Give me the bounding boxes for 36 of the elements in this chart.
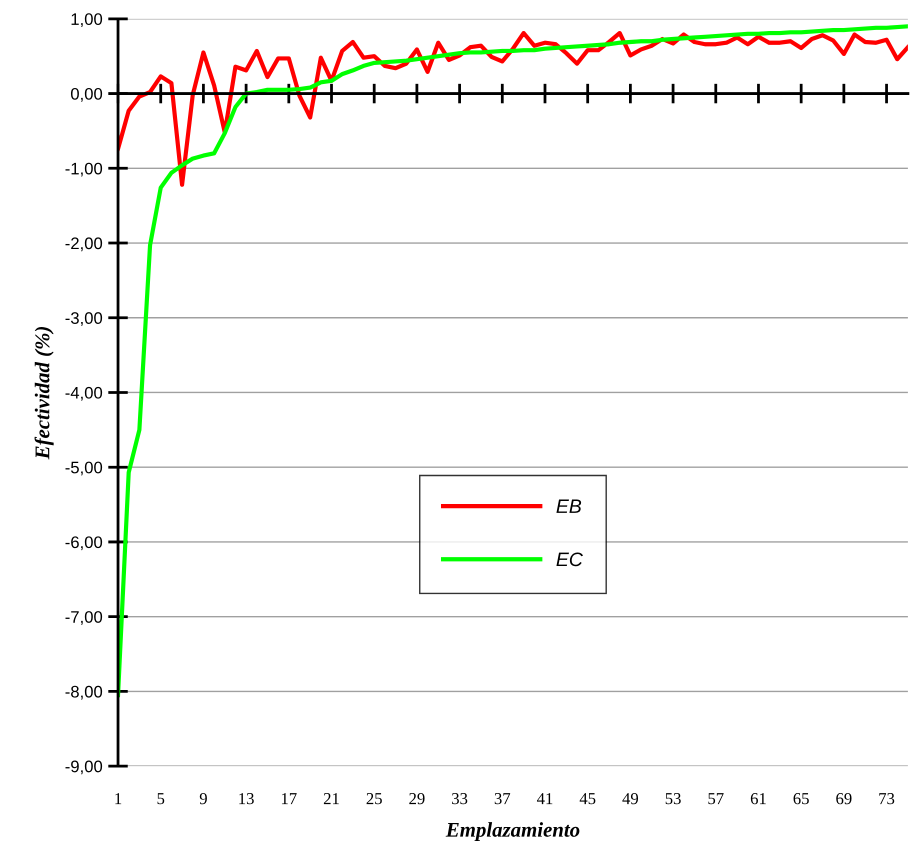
y-tick-label: 1,00 <box>72 13 102 28</box>
y-tick-label: 0,00 <box>70 88 102 102</box>
y-tick-label: -8,00 <box>66 686 102 700</box>
x-tick-label: 37 <box>494 793 510 804</box>
x-axis-title: Emplazamiento <box>446 822 580 842</box>
x-tick-label: 17 <box>282 793 297 804</box>
x-tick-label: 5 <box>158 793 164 804</box>
y-tick-label: -9,00 <box>66 760 102 774</box>
x-tick-label: 45 <box>580 793 596 804</box>
legend-label: EC <box>556 552 583 566</box>
x-tick-label: 57 <box>708 793 724 804</box>
x-tick-label: 65 <box>794 793 809 804</box>
y-tick-label: -1,00 <box>66 162 102 176</box>
y-tick-label: -2,00 <box>66 237 102 252</box>
y-tick-label: -4,00 <box>66 386 102 401</box>
x-tick-label: 25 <box>366 793 382 804</box>
x-tick-label: 53 <box>666 793 681 804</box>
legend-label: EB <box>556 500 582 513</box>
x-tick-label: 9 <box>200 793 207 804</box>
x-tick-label: 33 <box>452 793 468 804</box>
x-tick-label: 49 <box>622 793 638 804</box>
y-tick-label: -6,00 <box>66 536 102 550</box>
x-tick-label: 29 <box>409 793 425 804</box>
x-tick-label: 1 <box>115 793 122 804</box>
line-series <box>118 24 908 698</box>
x-tick-label: 69 <box>836 793 852 804</box>
y-axis-title: Efectividad (%) <box>34 326 54 460</box>
line-series <box>118 30 908 187</box>
x-tick-label: 13 <box>239 793 254 804</box>
x-tick-label: 61 <box>750 793 766 804</box>
x-tick-label: 73 <box>879 793 894 804</box>
x-tick-label: 21 <box>324 793 339 804</box>
y-tick-label: -7,00 <box>66 611 102 625</box>
y-tick-label: -5,00 <box>66 462 102 476</box>
x-tick-label: 41 <box>536 793 552 804</box>
y-tick-label: -3,00 <box>66 312 102 326</box>
